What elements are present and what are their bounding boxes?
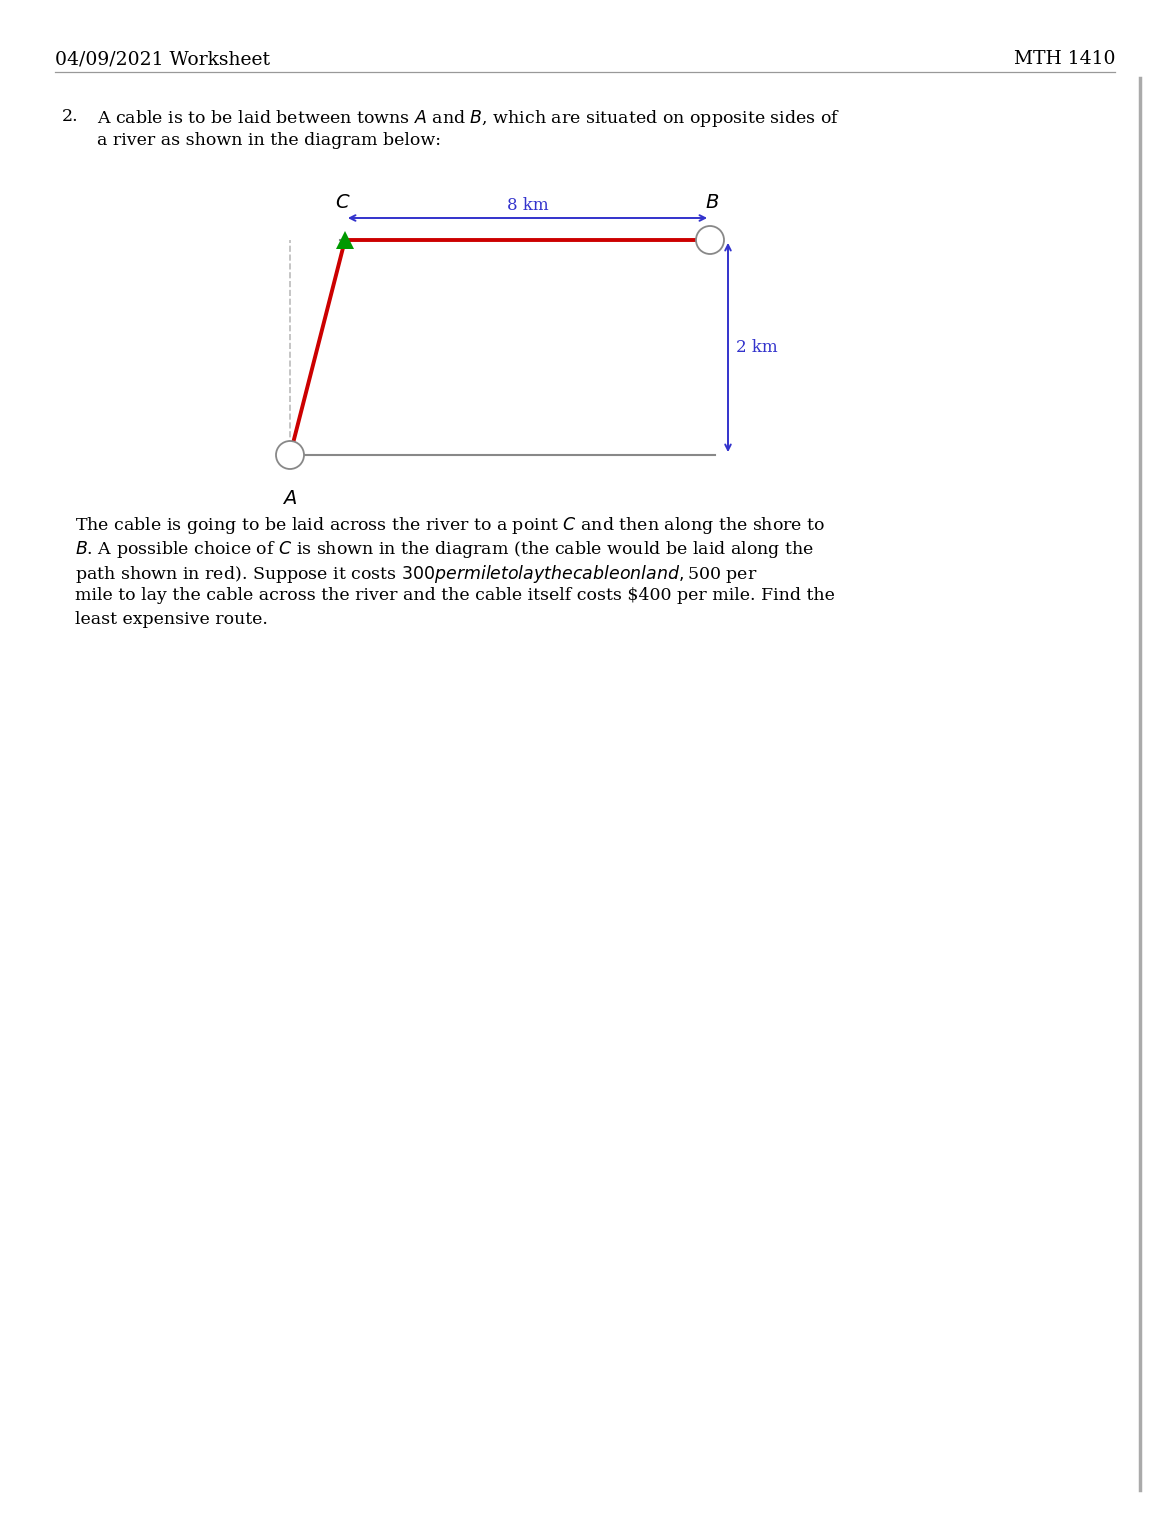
Text: $B$. A possible choice of $C$ is shown in the diagram (the cable would be laid a: $B$. A possible choice of $C$ is shown i… [75,540,814,559]
Text: a river as shown in the diagram below:: a river as shown in the diagram below: [97,132,441,149]
Text: A cable is to be laid between towns $A$ and $B$, which are situated on opposite : A cable is to be laid between towns $A$ … [97,108,840,129]
Text: $A$: $A$ [282,490,297,508]
Text: least expensive route.: least expensive route. [75,611,268,628]
Text: 04/09/2021 Worksheet: 04/09/2021 Worksheet [55,50,270,68]
Text: $C$: $C$ [336,194,351,212]
Circle shape [696,226,724,255]
Text: 8 km: 8 km [507,197,549,214]
Text: 2 km: 2 km [736,340,778,356]
Circle shape [276,441,304,468]
Text: $B$: $B$ [704,194,720,212]
Text: The cable is going to be laid across the river to a point $C$ and then along the: The cable is going to be laid across the… [75,515,825,537]
Text: MTH 1410: MTH 1410 [1013,50,1115,68]
Text: path shown in red). Suppose it costs $300 per mile to lay the cable on land, $50: path shown in red). Suppose it costs $30… [75,562,757,585]
Text: 2.: 2. [62,108,78,124]
Text: mile to lay the cable across the river and the cable itself costs $400 per mile.: mile to lay the cable across the river a… [75,587,835,603]
